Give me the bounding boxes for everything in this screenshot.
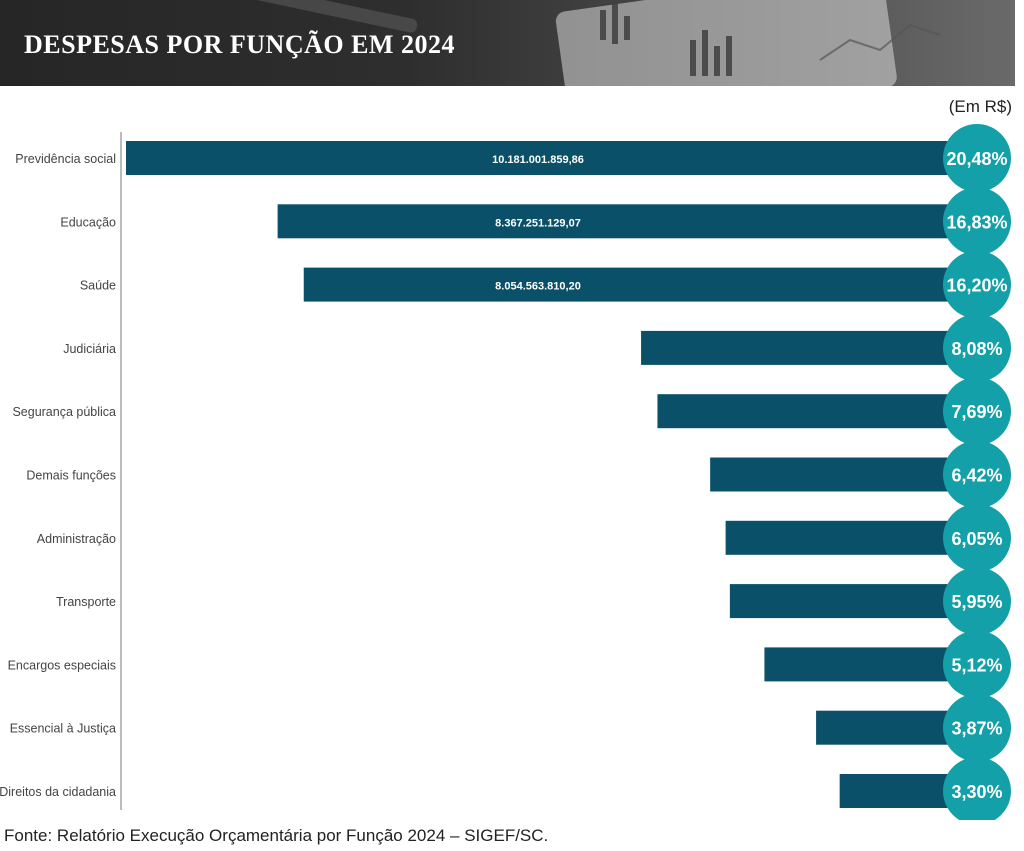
percent-circle: [943, 313, 1011, 382]
value-label: 8.054.563.810,20: [495, 281, 581, 293]
percent-circle: [943, 187, 1011, 256]
category-label: Direitos da cidadania: [0, 785, 116, 799]
bar: [729, 584, 977, 619]
value-label: 1.925.206.344,38: [495, 724, 581, 736]
percent-label: 5,95%: [951, 592, 1002, 612]
percent-circle: [943, 693, 1011, 762]
value-label: 2.956.575.293,30: [495, 597, 581, 609]
bar-group: Educação 8.367.251.129,07 16,83%: [60, 187, 1011, 256]
bar: [657, 394, 977, 429]
bar-group: Previdência social 10.181.001.859,86 20,48…: [15, 124, 1011, 192]
bar-group: Demais funções 3.192.470.677,13 6,42%: [26, 440, 1011, 509]
bar-chart: Previdência social 10.181.001.859,86 20,48…: [0, 124, 1011, 820]
percent-label: 3,30%: [951, 782, 1002, 802]
value-label: 3.822.936.723,22: [495, 407, 581, 419]
category-label: Saúde: [80, 279, 116, 293]
bar-group: Segurança pública 3.822.936.723,22 7,69%: [12, 377, 1011, 446]
percent-label: 16,83%: [946, 212, 1007, 232]
bar-group: Administração 3.007.350.438,28 6,05%: [37, 503, 1011, 572]
percent-circle: [943, 630, 1011, 699]
category-label: Encargos especiais: [8, 658, 116, 672]
value-label: 8.367.251.129,07: [495, 217, 581, 229]
unit-label: (Em R$): [948, 97, 1012, 116]
bar: [641, 330, 977, 365]
category-label: Demais funções: [26, 469, 116, 483]
value-label: 3.007.350.438,28: [495, 534, 581, 546]
value-label: 10.181.001.859,86: [492, 154, 584, 166]
value-label: 1.642.890.318,22: [495, 787, 581, 799]
category-label: Essencial à Justiça: [10, 722, 116, 736]
banner-background-image: [181, 0, 941, 86]
percent-circle: [943, 440, 1011, 509]
bar-group: Saúde 8.054.563.810,20 16,20%: [80, 250, 1011, 319]
bar: [764, 647, 977, 682]
bar: [710, 457, 977, 492]
bar-group: Judiciária 4.018.858.410,96 8,08%: [63, 313, 1011, 382]
percent-circle: [943, 377, 1011, 446]
percent-label: 16,20%: [946, 276, 1007, 296]
percent-label: 5,12%: [951, 655, 1002, 675]
percent-label: 6,42%: [951, 466, 1002, 486]
bar: [725, 520, 977, 555]
category-label: Administração: [37, 532, 116, 546]
chart-title: DESPESAS POR FUNÇÃO EM 2024: [24, 30, 455, 59]
percent-label: 7,69%: [951, 402, 1002, 422]
percent-label: 20,48%: [946, 149, 1007, 169]
category-label: Judiciária: [63, 342, 116, 356]
category-label: Transporte: [56, 595, 116, 609]
category-label: Segurança pública: [12, 405, 116, 419]
bar: [126, 141, 977, 175]
percent-label: 6,05%: [951, 529, 1002, 549]
bar-group: Transporte 2.956.575.293,30 5,95%: [56, 567, 1011, 636]
category-label: Previdência social: [15, 152, 116, 166]
percent-circle: [943, 757, 1011, 820]
percent-circle: [943, 503, 1011, 572]
bar-group: Direitos da cidadania 1.642.890.318,22 3,3…: [0, 757, 1011, 820]
bar: [303, 267, 978, 302]
bar: [277, 204, 977, 239]
percent-circle: [943, 250, 1011, 319]
percent-circle: [943, 124, 1011, 192]
bar-group: Encargos especiais 2.543.122.492,24 5,12%: [8, 630, 1011, 699]
percent-label: 3,87%: [951, 719, 1002, 739]
category-label: Educação: [60, 215, 116, 229]
value-label: 3.192.470.677,13: [495, 471, 581, 483]
value-label: 2.543.122.492,24: [495, 660, 582, 672]
source-note: Fonte: Relatório Execução Orçamentária p…: [4, 826, 549, 845]
percent-label: 8,08%: [951, 339, 1002, 359]
value-label: 4.018.858.410,96: [495, 344, 581, 356]
title-banner: DESPESAS POR FUNÇÃO EM 2024: [0, 0, 1015, 86]
percent-circle: [943, 567, 1011, 636]
bar-group: Essencial à Justiça 1.925.206.344,38 3,87%: [10, 693, 1011, 762]
